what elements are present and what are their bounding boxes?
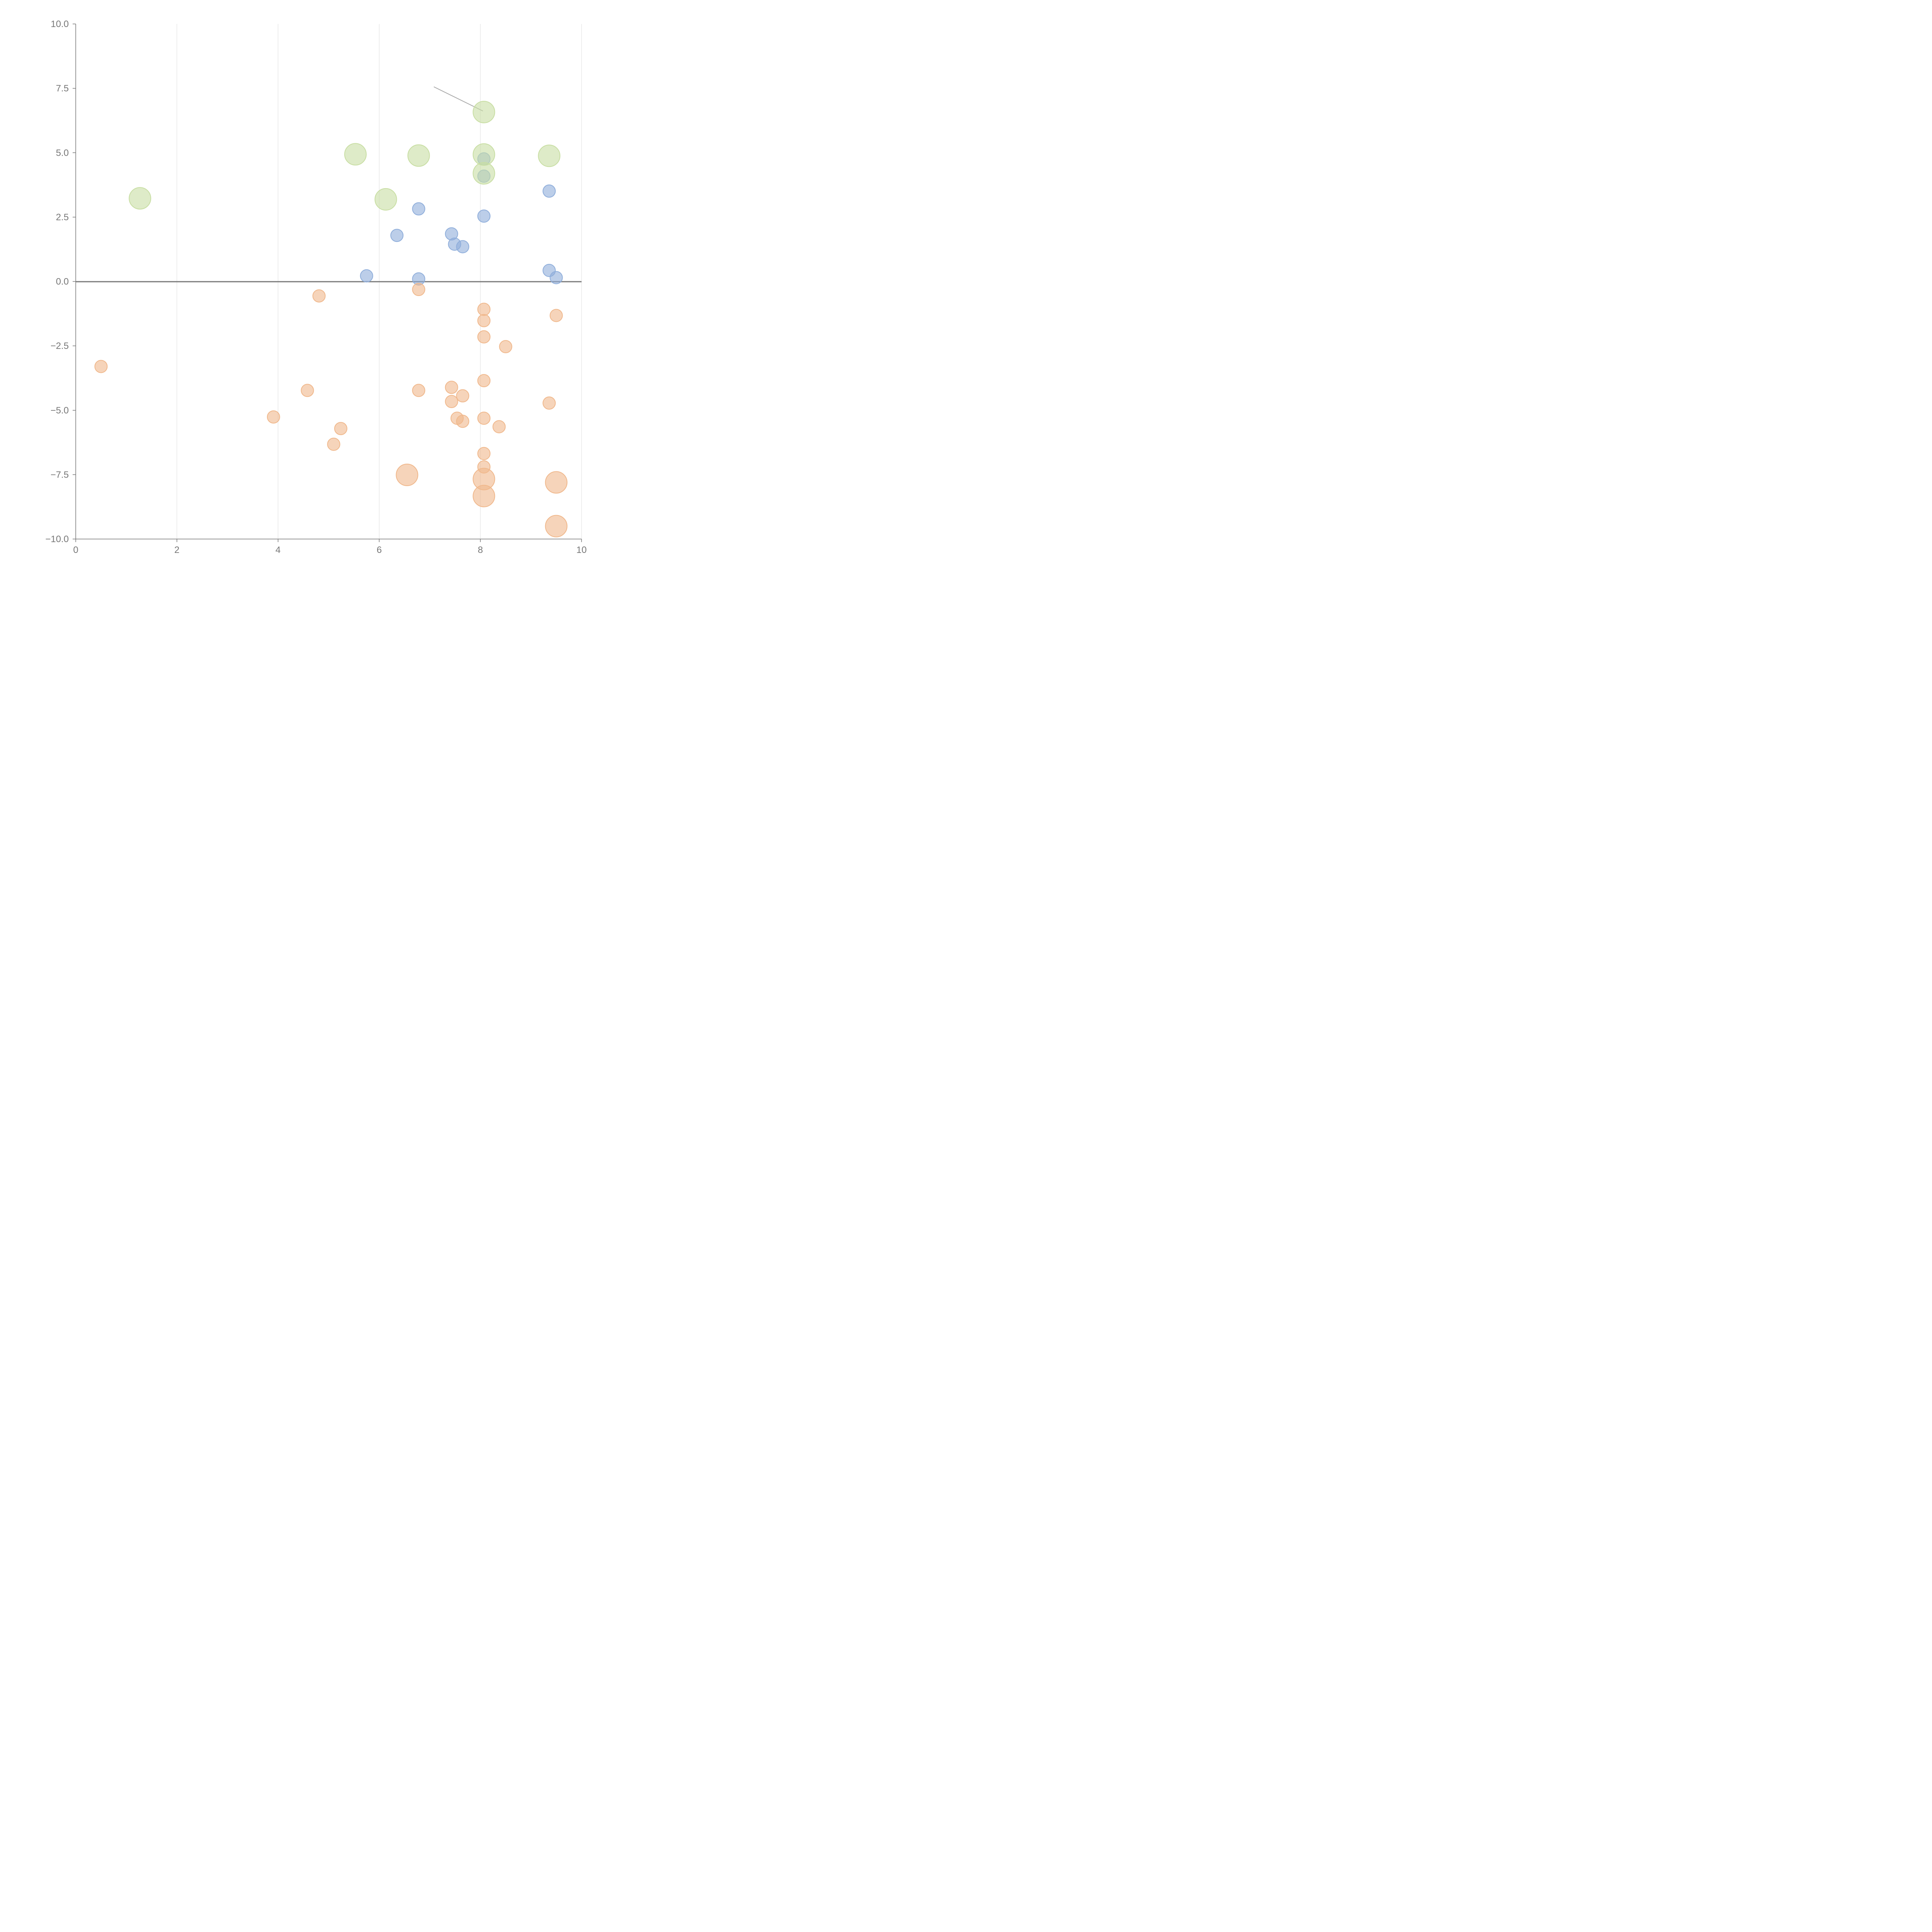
green-large-point	[473, 162, 495, 185]
orange-large-point	[545, 515, 568, 537]
x-tick-label: 4	[276, 545, 281, 555]
orange-point	[477, 447, 491, 460]
orange-point	[456, 415, 469, 428]
blue-point	[456, 240, 469, 253]
orange-point	[477, 303, 491, 316]
orange-point	[445, 395, 458, 408]
blue-point	[477, 209, 491, 223]
y-tick-label: −2.5	[51, 341, 69, 351]
y-tick-label: −5.0	[51, 405, 69, 416]
y-tick-label: 2.5	[56, 212, 69, 223]
orange-point	[301, 384, 314, 397]
orange-point	[334, 422, 347, 435]
orange-point	[477, 330, 491, 344]
x-tick-label: 8	[478, 545, 483, 555]
orange-point	[267, 410, 280, 424]
green-large-point	[538, 145, 561, 167]
orange-point	[477, 374, 491, 388]
orange-point	[499, 340, 512, 354]
green-large-point	[473, 100, 495, 123]
y-tick-label: −10.0	[45, 534, 69, 544]
orange-point	[412, 283, 425, 296]
orange-point	[445, 381, 458, 394]
blue-point	[543, 184, 556, 198]
green-large-point	[344, 143, 367, 166]
blue-point	[390, 229, 404, 242]
green-large-point	[374, 188, 397, 211]
x-tick-label: 10	[577, 545, 587, 555]
y-tick-label: 5.0	[56, 148, 69, 158]
x-tick-label: 0	[73, 545, 78, 555]
orange-point	[477, 412, 491, 425]
orange-point	[312, 289, 326, 303]
orange-point	[549, 309, 563, 322]
orange-point	[456, 389, 469, 403]
blue-point	[412, 202, 425, 216]
orange-point	[412, 384, 425, 397]
data-points	[94, 100, 568, 537]
orange-point	[327, 437, 340, 451]
x-tick-label: 6	[377, 545, 382, 555]
orange-point	[492, 420, 506, 434]
axis-ticks: 0 2 4 6 8 10 10.0 7.5 5.0 2.5 0.0 −2.5 −5.0 −7.5 −10.0	[45, 19, 587, 555]
orange-point	[94, 360, 108, 373]
orange-large-point	[473, 485, 495, 507]
y-tick-label: 7.5	[56, 83, 69, 94]
orange-point	[477, 314, 491, 327]
orange-point	[543, 396, 556, 410]
green-large-point	[129, 187, 151, 210]
orange-large-point	[545, 471, 568, 494]
x-tick-label: 2	[174, 545, 179, 555]
green-large-point	[473, 143, 495, 166]
y-tick-label: 0.0	[56, 277, 69, 287]
scatter-chart: 0 2 4 6 8 10 10.0 7.5 5.0 2.5 0.0 −2.5 −5.0 −7.5 −10.0	[45, 19, 587, 555]
y-tick-label: −7.5	[51, 469, 69, 480]
blue-point	[549, 271, 563, 284]
y-tick-label: 10.0	[51, 19, 69, 29]
green-large-point	[407, 144, 430, 167]
axes	[75, 24, 582, 539]
orange-large-point	[396, 464, 418, 486]
blue-point	[360, 269, 373, 282]
